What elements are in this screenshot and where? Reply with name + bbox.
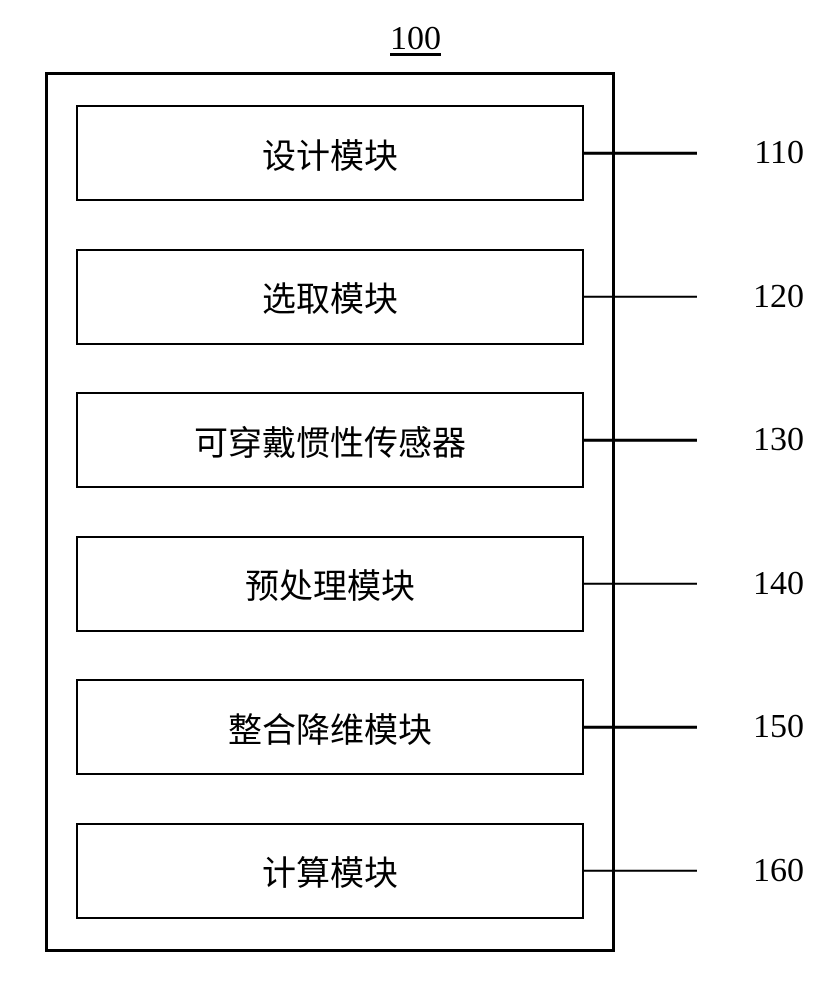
diagram-container: 设计模块 110 选取模块 120 可穿戴惯性传感器 130 预处理模块 140… bbox=[45, 72, 615, 952]
module-number: 120 bbox=[753, 278, 804, 316]
connector-line bbox=[584, 439, 697, 442]
module-number: 130 bbox=[753, 421, 804, 459]
module-box-preprocess: 预处理模块 140 bbox=[76, 536, 584, 632]
connector-line bbox=[584, 295, 697, 298]
module-label: 计算模块 bbox=[262, 846, 398, 895]
module-label: 预处理模块 bbox=[245, 559, 415, 608]
module-label: 可穿戴惯性传感器 bbox=[194, 416, 466, 465]
module-box-compute: 计算模块 160 bbox=[76, 823, 584, 919]
module-label: 设计模块 bbox=[262, 129, 398, 178]
connector-line bbox=[584, 870, 697, 873]
module-box-integrate: 整合降维模块 150 bbox=[76, 679, 584, 775]
module-number: 110 bbox=[754, 134, 804, 172]
diagram-title-number: 100 bbox=[390, 20, 441, 58]
module-box-design: 设计模块 110 bbox=[76, 105, 584, 201]
module-box-select: 选取模块 120 bbox=[76, 249, 584, 345]
module-number: 150 bbox=[753, 708, 804, 746]
module-label: 选取模块 bbox=[262, 272, 398, 321]
module-label: 整合降维模块 bbox=[228, 703, 432, 752]
module-number: 160 bbox=[753, 852, 804, 890]
connector-line bbox=[584, 152, 697, 155]
module-box-sensor: 可穿戴惯性传感器 130 bbox=[76, 392, 584, 488]
connector-line bbox=[584, 583, 697, 586]
connector-line bbox=[584, 726, 697, 729]
module-number: 140 bbox=[753, 565, 804, 603]
